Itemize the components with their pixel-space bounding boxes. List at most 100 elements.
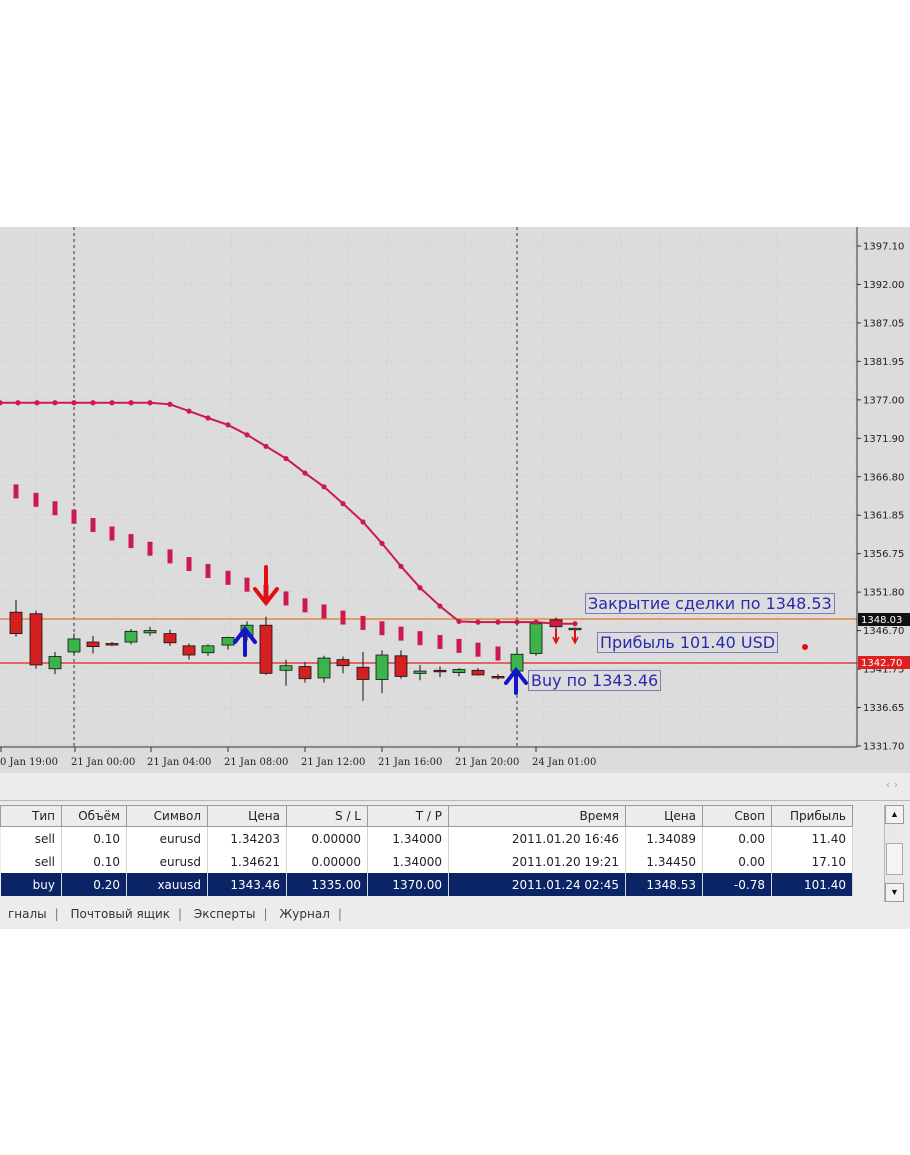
tab-experts[interactable]: Эксперты: [193, 907, 256, 921]
order-tp: 1370.00: [367, 873, 449, 896]
indicator-dash: [495, 646, 501, 661]
indicator-dash: [379, 621, 385, 636]
bear-candle: [491, 674, 505, 680]
column-header[interactable]: Цена: [207, 805, 287, 827]
column-header[interactable]: Объём: [61, 805, 127, 827]
tab-journal[interactable]: Журнал: [279, 907, 330, 921]
order-time: 2011.01.20 19:21: [448, 850, 626, 873]
bull-candle: [67, 633, 81, 656]
column-header[interactable]: Цена: [625, 805, 703, 827]
indicator-dash: [186, 557, 192, 572]
terminal-tabs: гналы | Почтовый ящик | Эксперты | Журнал |: [0, 904, 910, 924]
price-tick-label: 1346.70: [863, 626, 904, 637]
indicator-dot: [283, 455, 289, 462]
profit-annotation: Прибыль 101.40 USD: [597, 632, 779, 653]
bear-candle: [182, 643, 196, 660]
indicator-dash: [71, 509, 77, 524]
price-tick-label: 1371.90: [863, 434, 904, 445]
indicator-dot: [225, 422, 231, 428]
buy-annotation: Buy по 1343.46: [528, 670, 662, 691]
orders-scrollbar[interactable]: ▲ ▼: [884, 805, 904, 902]
indicator-dot: [147, 400, 153, 406]
bear-candle: [105, 642, 119, 646]
order-sl: 1335.00: [286, 873, 368, 896]
order-price: 1343.46: [207, 873, 287, 896]
indicator-dash: [13, 484, 19, 499]
indicator-dot: [0, 400, 3, 406]
time-tick-label: 21 Jan 00:00: [71, 757, 135, 768]
indicator-dot: [52, 400, 58, 406]
order-profit: 11.40: [771, 826, 853, 850]
order-row[interactable]: sell 0.10 eurusd 1.34203 0.00000 1.34000…: [0, 826, 853, 850]
order-sl: 0.00000: [286, 826, 368, 850]
indicator-dot: [109, 400, 115, 406]
column-header[interactable]: Время: [448, 805, 626, 827]
order-swap: -0.78: [702, 873, 772, 896]
indicator-dot: [533, 619, 539, 625]
bull-candle: [201, 644, 215, 656]
order-volume: 0.10: [61, 850, 127, 873]
column-header[interactable]: T / P: [367, 805, 449, 827]
order-price: 1.34621: [207, 850, 287, 873]
indicator-dot: [205, 415, 211, 421]
indicator-dash: [205, 563, 211, 578]
bear-candle: [394, 650, 408, 679]
tab-signals[interactable]: гналы: [8, 907, 47, 921]
current-price-label: 1348.03: [861, 615, 902, 626]
indicator-dot: [340, 501, 346, 507]
scroll-up-icon[interactable]: ▲: [885, 805, 904, 824]
chart-scroll-area: [0, 773, 910, 800]
indicator-dot: [398, 563, 404, 569]
indicator-dot: [167, 401, 173, 407]
order-type: sell: [0, 850, 62, 873]
order-row-selected[interactable]: buy 0.20 xauusd 1343.46 1335.00 1370.00 …: [0, 873, 853, 896]
price-chart[interactable]: 1397.10 1392.00 1387.05 1381.95 1377.00 1371.…: [0, 227, 910, 773]
indicator-dot: [321, 484, 327, 490]
price-tick-label: 1377.00: [863, 395, 904, 406]
buy-arrow-icon: [233, 625, 257, 657]
current-price-badge: [858, 613, 910, 626]
column-header[interactable]: S / L: [286, 805, 368, 827]
price-tick-label: 1381.95: [863, 357, 904, 368]
bear-candle: [86, 635, 100, 654]
time-tick-label: 0 Jan 19:00: [0, 757, 58, 768]
bear-candle: [259, 616, 273, 675]
tab-mailbox[interactable]: Почтовый ящик: [70, 907, 171, 921]
orders-header-row: Тип Объём Символ Цена S / L T / P Время …: [0, 805, 853, 827]
indicator-dash: [147, 541, 153, 556]
order-current-price: 1.34450: [625, 850, 703, 873]
column-header[interactable]: Своп: [702, 805, 772, 827]
price-tick-label: 1397.10: [863, 242, 904, 253]
bear-candle: [433, 666, 447, 678]
price-marker-icon: [802, 644, 808, 650]
bull-candle: [221, 636, 235, 650]
order-time: 2011.01.20 16:46: [448, 826, 626, 850]
order-tp: 1.34000: [367, 826, 449, 850]
column-header[interactable]: Символ: [126, 805, 208, 827]
indicator-dash: [33, 492, 39, 507]
chart-scroll-arrows-icon[interactable]: ‹ ›: [885, 778, 898, 791]
order-type: buy: [0, 873, 62, 896]
bear-candle: [471, 668, 485, 676]
indicator-dash: [52, 501, 58, 516]
column-header[interactable]: Прибыль: [771, 805, 853, 827]
indicator-dot: [553, 621, 559, 627]
scroll-down-icon[interactable]: ▼: [885, 883, 904, 902]
time-tick-label: 21 Jan 16:00: [378, 757, 442, 768]
indicator-dot: [475, 619, 481, 625]
indicator-dot: [90, 400, 96, 406]
price-tick-label: 1361.85: [863, 511, 904, 522]
chart-window[interactable]: 1397.10 1392.00 1387.05 1381.95 1377.00 1371.…: [0, 227, 910, 773]
price-tick-label: 1366.80: [863, 472, 904, 483]
order-row[interactable]: sell 0.10 eurusd 1.34621 0.00000 1.34000…: [0, 850, 853, 873]
price-tick-label: 1392.00: [863, 280, 904, 291]
indicator-dot: [456, 618, 462, 624]
upper-indicator-line: [0, 401, 575, 625]
indicator-dash: [167, 549, 173, 564]
order-sl: 0.00000: [286, 850, 368, 873]
column-header[interactable]: Тип: [0, 805, 62, 827]
scroll-thumb[interactable]: [886, 843, 903, 875]
indicator-dot: [417, 585, 423, 591]
indicator-dot: [437, 603, 443, 609]
order-profit: 101.40: [771, 873, 853, 896]
